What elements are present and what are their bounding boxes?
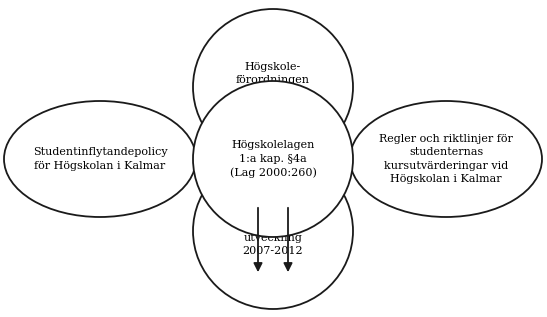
Text: Regler och riktlinjer för
studenternas
kursutvärderingar vid
Högskolan i Kalmar: Regler och riktlinjer för studenternas k… <box>379 134 513 184</box>
Ellipse shape <box>193 9 353 165</box>
Text: Program för
kvalitets-
utveckling
2007-2012: Program för kvalitets- utveckling 2007-2… <box>238 206 307 256</box>
Text: Högskolelagen
1:a kap. §4a
(Lag 2000:260): Högskolelagen 1:a kap. §4a (Lag 2000:260… <box>230 140 316 178</box>
Ellipse shape <box>193 81 353 237</box>
Ellipse shape <box>193 153 353 309</box>
Text: Studentinflytandepolicy
för Högskolan i Kalmar: Studentinflytandepolicy för Högskolan i … <box>33 147 167 171</box>
Ellipse shape <box>4 101 196 217</box>
Text: Högskole-
förordningen
1993:100
(Lag 2000:651): Högskole- förordningen 1993:100 (Lag 200… <box>230 62 316 112</box>
Ellipse shape <box>350 101 542 217</box>
